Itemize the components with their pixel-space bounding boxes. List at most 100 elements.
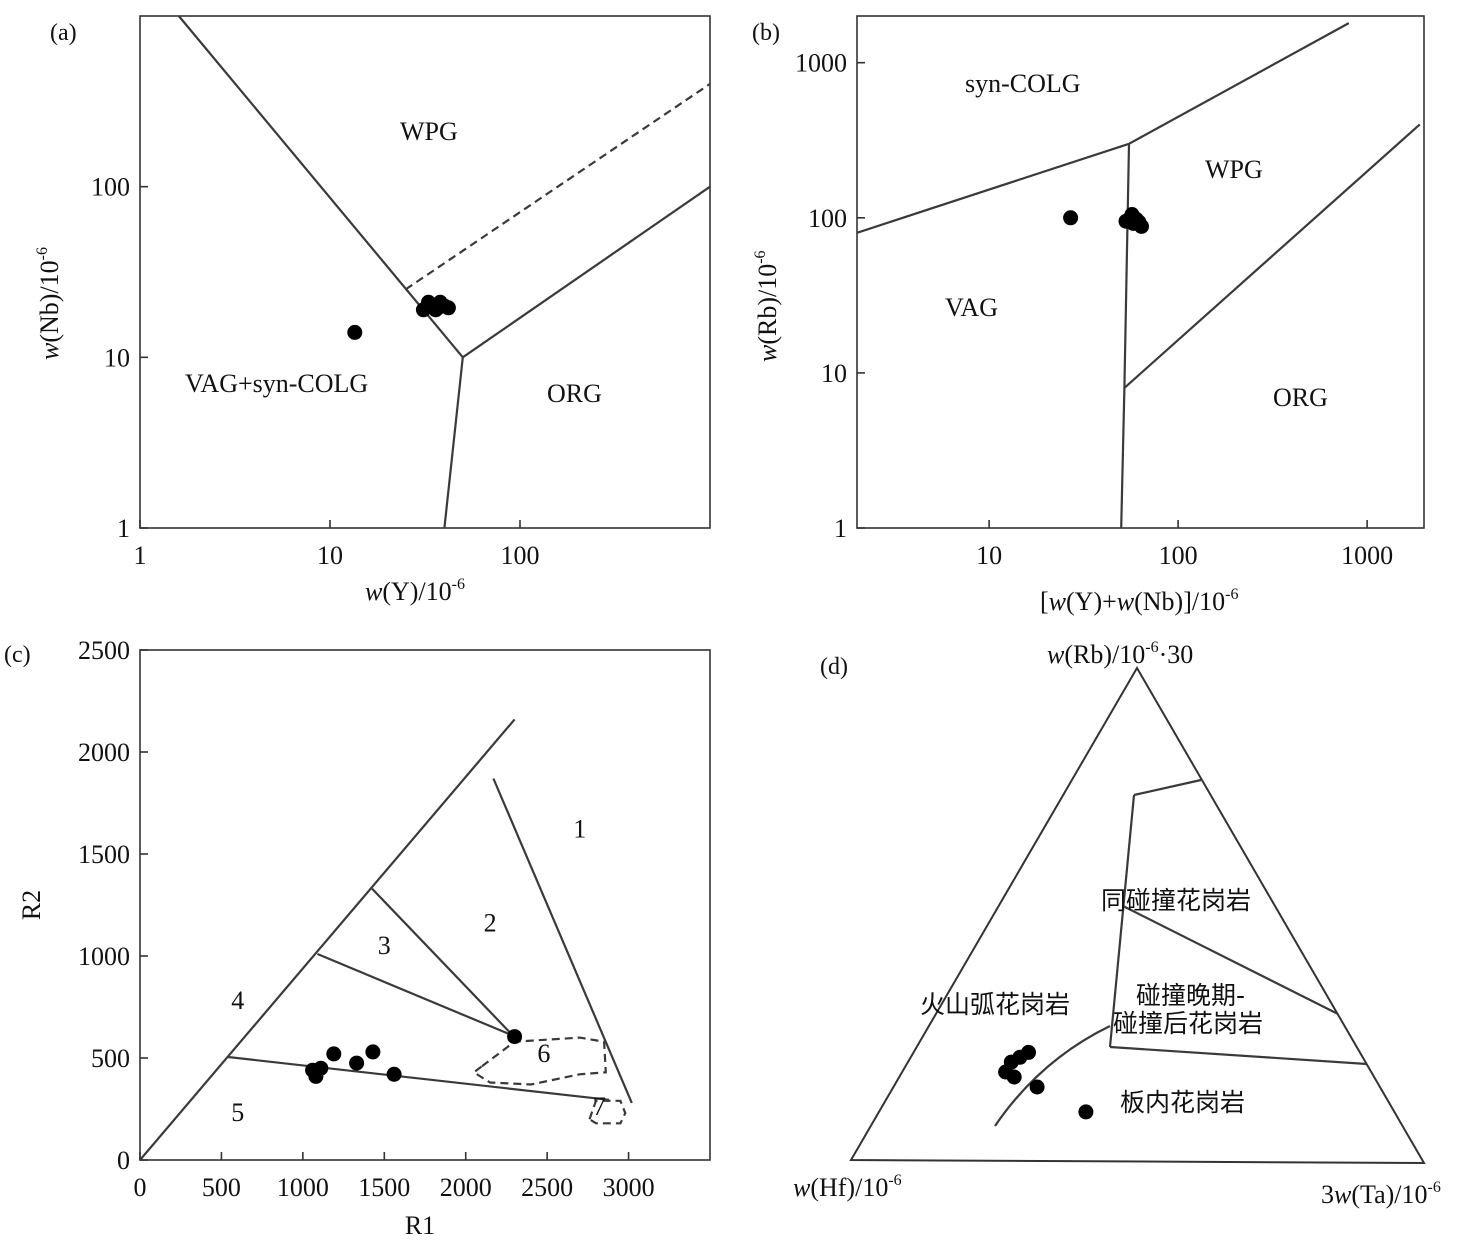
panel-b-y-tick-label-2: 100 (808, 204, 847, 233)
panel-c-y-tick-label-1: 500 (91, 1044, 130, 1073)
apex-right-text: (Ta)/10 (1351, 1180, 1427, 1209)
panel-c-field-number-5: 5 (231, 1098, 244, 1127)
ternary-boundary-top (1133, 778, 1202, 797)
panel-b-x-axis-label: [w(Y)+w(Nb)]/10-6 (1040, 586, 1238, 616)
apex-right-sup: -6 (1428, 1179, 1441, 1196)
xlabel-sup: -6 (452, 576, 465, 593)
panel-d-data-point-6 (1078, 1104, 1094, 1120)
panel-b-boundaries (856, 22, 1421, 529)
panel-c-data-point-4 (349, 1055, 365, 1071)
panel-a-boundary-2 (462, 185, 711, 359)
panel-d-label: (d) (820, 654, 848, 680)
panel-a-boundary-1 (443, 357, 464, 529)
panel-a-x-tick-label-0: 1 (134, 541, 147, 570)
panel-d-data-point-3 (1006, 1069, 1022, 1085)
panel-c-x-tick-label-1: 500 (202, 1173, 241, 1202)
apex-top-italic: w (1047, 640, 1065, 669)
panel-c-boundary-2 (371, 887, 514, 1037)
field-label-within-plate: 板内花岗岩 (1120, 1088, 1245, 1117)
panel-d: (d) w(Rb)/10-6·30 w(Hf)/10-6 3w(Ta)/10-6… (793, 639, 1441, 1209)
panel-c-x-tick-label-5: 2500 (521, 1173, 573, 1202)
panel-b-frame (856, 15, 1425, 529)
xlabel-text: (Y)/10 (382, 577, 451, 606)
field-label-post-collision: 碰撞后花岗岩 (1113, 1009, 1263, 1038)
panel-a-ticks: 1 10 100 1 10 100 (91, 173, 540, 570)
panel-c-field-number-7: 7 (593, 1092, 606, 1121)
ylabel-sup: -6 (34, 247, 51, 260)
field-label-syn-collision: 同碰撞花岗岩 (1101, 886, 1251, 915)
panel-b-boundary-2 (1120, 143, 1131, 529)
panel-b-y-axis-label: w(Rb)/10-6 (752, 250, 782, 362)
field-label-wpg-b: WPG (1205, 155, 1263, 184)
panel-c-data-point-5 (365, 1044, 381, 1060)
panel-b-data-points (1063, 207, 1149, 234)
panel-d-data-point-4 (1021, 1044, 1036, 1060)
panel-a-data-point-7 (440, 300, 456, 316)
panel-c-field-number-6: 6 (537, 1039, 550, 1068)
panel-c-frame (139, 649, 711, 1161)
ylabel-b-text: (Rb)/10 (753, 264, 782, 345)
panel-b-label: (b) (752, 20, 780, 46)
panel-a-y-axis-label: w(Nb)/10-6 (34, 247, 64, 360)
xlabel-b-italic2: w (1117, 587, 1135, 616)
panel-c-data-point-6 (386, 1066, 402, 1082)
panel-a-y-tick-label-1: 10 (104, 343, 130, 372)
panel-c: (c) 0 500 1000 1500 2000 2500 3000 0 500 1000 1500… (4, 636, 711, 1240)
panel-c-x-tick-label-3: 1500 (358, 1173, 410, 1202)
panel-c-boundaries (139, 718, 633, 1161)
field-label-vag: VAG (945, 293, 998, 322)
apex-top-text: (Rb)/10 (1064, 640, 1145, 669)
ternary-boundary-vertical (1108, 794, 1136, 1048)
apex-right-pre: 3 (1321, 1180, 1334, 1209)
panel-b-boundary-0 (856, 142, 1130, 234)
panel-c-y-tick-label-3: 1500 (78, 840, 130, 869)
panel-a-data-point-0 (347, 324, 363, 340)
panel-b-y-tick-label-0: 1 (834, 514, 847, 543)
field-label-org: ORG (547, 379, 602, 408)
panel-b-x-tick-label-0: 10 (976, 541, 1002, 570)
panel-a-y-tick-label-2: 100 (91, 173, 130, 202)
panel-c-field-number-4: 4 (231, 986, 244, 1015)
xlabel-b-sup: -6 (1225, 586, 1238, 603)
panel-a-boundary-0 (177, 15, 464, 359)
xlabel-italic: w (365, 577, 383, 606)
ternary-triangle (849, 666, 1426, 1165)
apex-top-label: w(Rb)/10-6·30 (1047, 639, 1193, 669)
panel-a-frame (139, 15, 711, 529)
panel-b: (b) 10 100 1000 1 10 100 1000 syn-COLG WPG VAG… (752, 15, 1425, 616)
panel-c-x-tick-label-4: 2000 (440, 1173, 492, 1202)
panel-a-x-tick-label-1: 10 (317, 541, 343, 570)
panel-c-boundary-4 (227, 1055, 610, 1101)
panel-b-y-tick-label-1: 10 (821, 359, 847, 388)
field-label-late-collision: 碰撞晚期- (1136, 981, 1245, 1010)
apex-left-text: (Hf)/10 (810, 1173, 888, 1202)
panel-d-data-point-5 (1029, 1079, 1045, 1095)
panel-c-field-number-2: 2 (484, 909, 497, 938)
panel-b-data-point-0 (1063, 210, 1079, 226)
ternary-boundary-diagonal (1122, 905, 1339, 1015)
panel-b-x-tick-label-1: 100 (1159, 541, 1198, 570)
panel-a-x-tick-label-2: 100 (501, 541, 540, 570)
xlabel-b-mid2: (Nb)]/10 (1134, 587, 1225, 616)
ternary-boundary-horizontal (1109, 1045, 1368, 1066)
panel-d-data-points (998, 1044, 1094, 1120)
panel-b-boundary-1 (1128, 22, 1350, 145)
panel-c-data-point-3 (326, 1046, 342, 1062)
panel-b-ticks: 10 100 1000 1 10 100 1000 (795, 49, 1393, 570)
panel-c-y-tick-label-2: 1000 (78, 942, 130, 971)
apex-right-label: 3w(Ta)/10-6 (1321, 1179, 1441, 1209)
apex-top-sup: -6 (1145, 639, 1158, 656)
ylabel-text: (Nb)/10 (35, 260, 64, 342)
panel-a-boundary-3 (404, 82, 711, 291)
panel-c-label: (c) (4, 642, 31, 668)
panel-a-data-points (347, 294, 456, 340)
panel-a-y-tick-label-0: 1 (117, 514, 130, 543)
panel-a-x-axis-label: w(Y)/10-6 (365, 576, 465, 606)
panel-c-y-tick-label-0: 0 (117, 1146, 130, 1175)
field-label-wpg: WPG (400, 117, 458, 146)
apex-right-italic: w (1334, 1180, 1352, 1209)
field-label-syn-colg: syn-COLG (965, 69, 1081, 98)
panel-c-y-axis-label: R2 (17, 890, 46, 920)
